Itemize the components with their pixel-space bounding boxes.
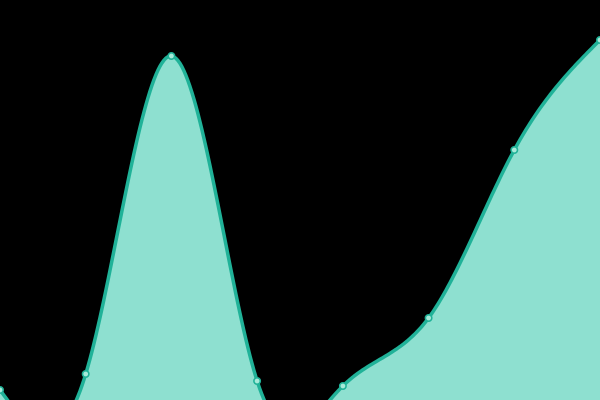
data-point-marker	[424, 313, 433, 322]
data-point-marker	[0, 386, 4, 394]
area-fill	[0, 40, 600, 400]
data-point-marker	[253, 376, 262, 385]
data-point-marker	[167, 51, 176, 60]
data-point-marker	[510, 146, 519, 155]
data-point-marker	[81, 369, 90, 378]
data-point-marker	[338, 381, 347, 390]
line-series	[0, 38, 600, 400]
